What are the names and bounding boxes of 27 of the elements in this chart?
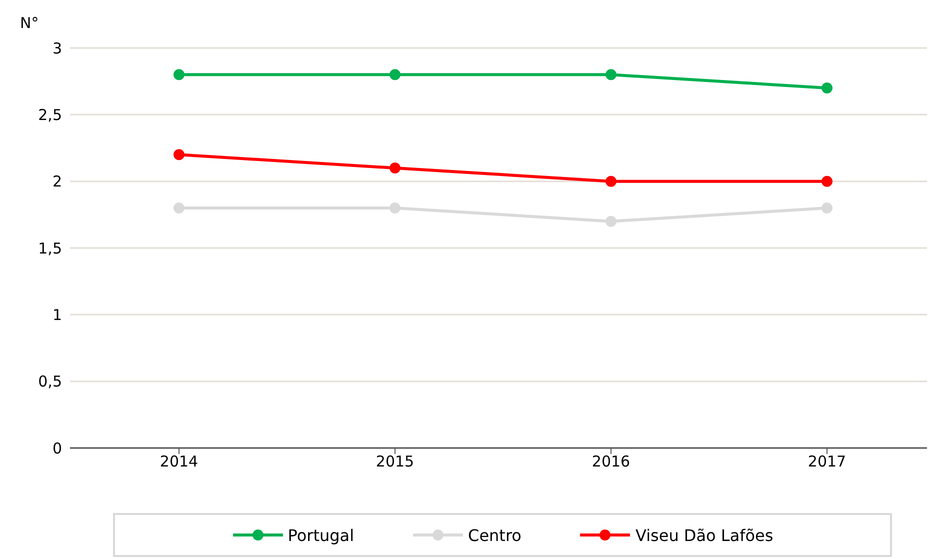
y-tick-label: 1,5 [38,239,62,258]
legend-label: Centro [468,526,522,544]
y-tick-label: 2,5 [38,106,62,124]
point [606,69,616,80]
point [390,69,400,80]
point [174,202,184,214]
x-tick-label: 2015 [376,452,414,471]
point [390,162,400,174]
y-tick-label: 0 [52,439,62,458]
y-tick-label: 1 [52,306,62,324]
point [390,202,400,214]
y-tick-label: 2 [52,172,62,191]
y-tick-label: 3 [52,39,62,58]
y-axis-title: N° [20,14,39,32]
legend-label: Viseu Dão Lafões [635,526,774,544]
x-tick-label: 2017 [808,452,846,471]
point [822,176,832,187]
point [606,216,616,227]
point [606,176,616,187]
point [822,82,832,94]
point [174,149,184,160]
legend-label: Portugal [288,526,354,544]
x-tick-label: 2014 [160,452,198,471]
point [174,69,184,80]
point [822,202,832,214]
y-tick-label: 0,5 [38,372,62,391]
x-tick-label: 2016 [592,452,630,471]
